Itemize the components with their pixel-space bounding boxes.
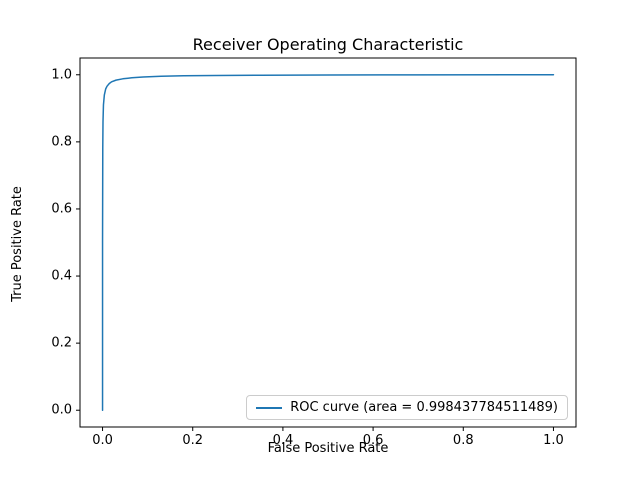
chart-title: Receiver Operating Characteristic	[192, 35, 464, 54]
x-tick-label: 0.8	[453, 433, 474, 448]
x-tick-label: 0.2	[182, 433, 203, 448]
x-axis-label: False Positive Rate	[267, 441, 389, 456]
x-tick-label: 0.4	[273, 433, 294, 448]
roc-curve	[101, 74, 555, 411]
y-tick-label: 0.2	[51, 336, 72, 351]
y-tick-label: 0.8	[51, 134, 72, 149]
x-tick-label: 0.0	[92, 433, 113, 448]
axes-spines	[79, 57, 577, 428]
legend-label: ROC curve (area = 0.998437784511489)	[290, 400, 558, 415]
y-axis-label: True Positive Rate	[10, 186, 25, 302]
y-tick-label: 0.4	[51, 269, 72, 284]
x-tick-label: 0.6	[363, 433, 384, 448]
x-tick-label: 1.0	[543, 433, 564, 448]
legend: ROC curve (area = 0.998437784511489)	[246, 395, 568, 420]
legend-line-sample	[256, 406, 283, 409]
y-tick-label: 0.0	[51, 403, 72, 418]
y-tick-label: 0.6	[51, 201, 72, 216]
y-tick-label: 1.0	[51, 67, 72, 82]
